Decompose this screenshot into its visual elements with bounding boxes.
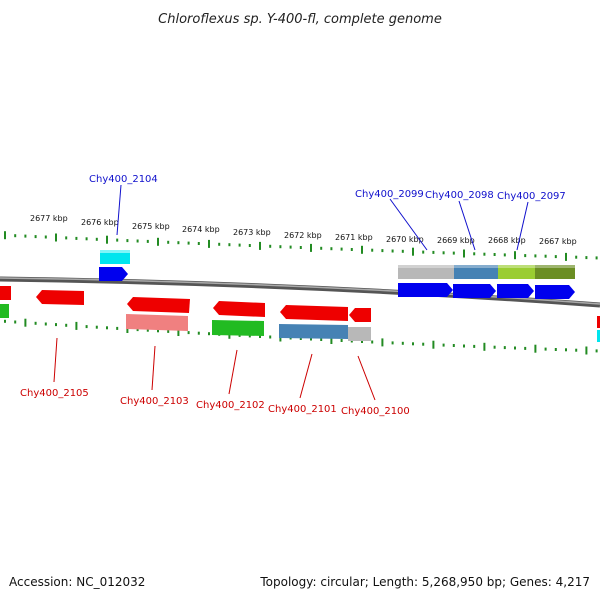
scale-label: 2676 kbp bbox=[81, 218, 119, 227]
gene-chy400-2103[interactable] bbox=[127, 297, 190, 313]
gene-label-chy400-2103[interactable]: Chy400_2103 bbox=[120, 396, 189, 407]
gene-chy400-2101[interactable] bbox=[280, 305, 348, 321]
gene-chy400-2100[interactable] bbox=[349, 308, 371, 322]
gene-chy400-2104[interactable] bbox=[99, 267, 128, 281]
gene-label-chy400-2104[interactable]: Chy400_2104 bbox=[89, 174, 158, 185]
leader-line bbox=[299, 353, 313, 399]
scale-label: 2672 kbp bbox=[284, 231, 322, 240]
scale-label: 2673 kbp bbox=[233, 228, 271, 237]
gene-label-chy400-2101[interactable]: Chy400_2101 bbox=[268, 404, 337, 415]
gene-reverse-edge[interactable] bbox=[0, 286, 11, 300]
cog-bar-gray[interactable] bbox=[398, 265, 454, 279]
cog-bar-shine bbox=[398, 265, 575, 268]
leader-line bbox=[151, 345, 156, 391]
gene-forward[interactable] bbox=[398, 283, 453, 297]
scale-label: 2675 kbp bbox=[132, 222, 170, 231]
gene-chy400-2098[interactable] bbox=[453, 284, 496, 298]
scale-label: 2667 kbp bbox=[539, 237, 577, 246]
leader-line bbox=[389, 198, 428, 251]
cog-bar-olive[interactable] bbox=[535, 265, 575, 279]
gene-chy400-2097[interactable] bbox=[497, 284, 534, 298]
cog-bar-steelblue[interactable] bbox=[279, 324, 348, 339]
leader-line bbox=[53, 337, 58, 383]
scale-label: 2669 kbp bbox=[437, 236, 475, 245]
cog-bar-cyan[interactable] bbox=[597, 330, 600, 342]
gene-reverse-edge[interactable] bbox=[597, 316, 600, 328]
cog-bar-green[interactable] bbox=[0, 304, 9, 318]
scale-label: 2677 kbp bbox=[30, 214, 68, 223]
leader-line bbox=[458, 200, 476, 251]
cog-bar-shine bbox=[100, 250, 130, 253]
leader-line bbox=[516, 201, 529, 251]
gene-label-chy400-2100[interactable]: Chy400_2100 bbox=[341, 406, 410, 417]
scale-label: 2668 kbp bbox=[488, 236, 526, 245]
leader-line bbox=[228, 349, 238, 395]
gene-chy400-2105[interactable] bbox=[36, 290, 84, 305]
gene-chy400-2102[interactable] bbox=[213, 301, 265, 317]
gene-label-chy400-2099[interactable]: Chy400_2099 bbox=[355, 189, 424, 200]
gene-forward[interactable] bbox=[535, 285, 575, 299]
scale-label: 2670 kbp bbox=[386, 235, 424, 244]
accession-text: Accession: NC_012032 bbox=[9, 575, 145, 589]
cog-bar-green[interactable] bbox=[212, 320, 264, 336]
scale-label: 2674 kbp bbox=[182, 225, 220, 234]
cog-bar-yellowgreen[interactable] bbox=[498, 265, 535, 279]
leader-line bbox=[116, 184, 122, 236]
gene-label-chy400-2098[interactable]: Chy400_2098 bbox=[425, 190, 494, 201]
leader-line bbox=[357, 355, 376, 401]
ruler-upper bbox=[4, 231, 598, 261]
cog-bar-steelblue[interactable] bbox=[454, 265, 498, 279]
gene-label-chy400-2097[interactable]: Chy400_2097 bbox=[497, 191, 566, 202]
genome-backbone bbox=[0, 276, 600, 308]
cog-bar-cyan[interactable] bbox=[100, 250, 130, 264]
scale-label: 2671 kbp bbox=[335, 233, 373, 242]
map-title: Chloroflexus sp. Y-400-fl, complete geno… bbox=[158, 12, 442, 27]
gene-label-chy400-2105[interactable]: Chy400_2105 bbox=[20, 388, 89, 399]
gene-label-chy400-2102[interactable]: Chy400_2102 bbox=[196, 400, 265, 411]
genome-backbone-highlight bbox=[0, 277, 600, 305]
genome-summary-text: Topology: circular; Length: 5,268,950 bp… bbox=[259, 575, 590, 589]
cog-bar-gray[interactable] bbox=[348, 327, 371, 341]
cog-bar-pink[interactable] bbox=[126, 314, 188, 331]
